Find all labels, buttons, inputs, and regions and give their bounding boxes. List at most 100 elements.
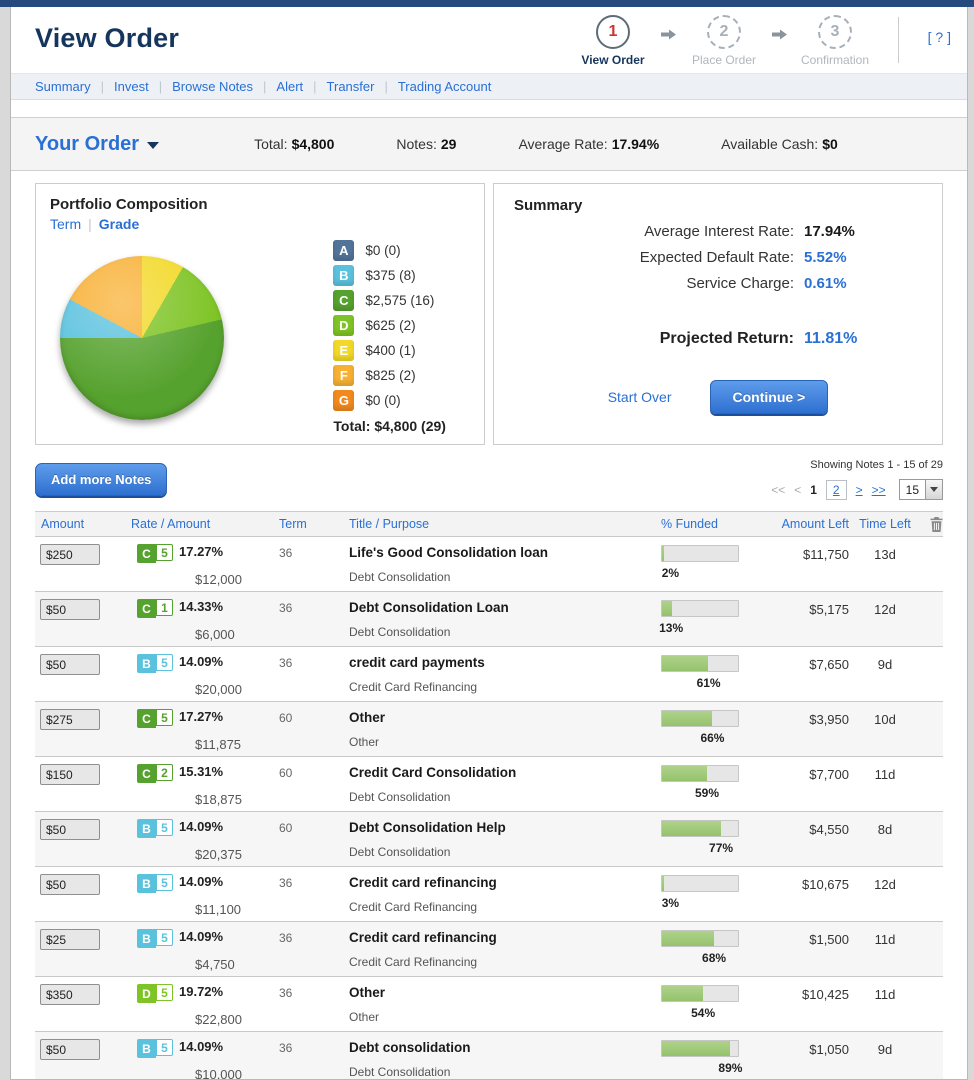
loan-title[interactable]: Debt Consolidation Loan bbox=[349, 600, 647, 615]
nav-separator: | bbox=[159, 79, 162, 94]
title-purpose-cell: OtherOther bbox=[325, 977, 647, 1031]
sort-rate-amount[interactable]: Rate / Amount bbox=[131, 517, 279, 531]
funded-progress-bar bbox=[661, 545, 739, 562]
interest-rate: 14.09% bbox=[179, 654, 223, 669]
loan-title[interactable]: Other bbox=[349, 710, 647, 725]
sort-funded[interactable]: % Funded bbox=[647, 517, 777, 531]
rate-amount-cell: B514.09%$20,375 bbox=[131, 812, 279, 866]
sort-term[interactable]: Term bbox=[279, 517, 325, 531]
loan-purpose: Debt Consolidation bbox=[349, 1065, 647, 1079]
order-amount-input[interactable] bbox=[40, 544, 100, 565]
legend-value: $0 (0) bbox=[365, 393, 400, 408]
tab-grade[interactable]: Grade bbox=[99, 216, 139, 232]
amount-cell bbox=[35, 647, 131, 701]
portfolio-composition-panel: Portfolio Composition Term|Grade A$0 (0)… bbox=[35, 183, 485, 445]
order-stat-label: Available Cash: bbox=[721, 136, 818, 152]
tab-term[interactable]: Term bbox=[50, 216, 81, 232]
funded-cell: 61% bbox=[647, 647, 777, 701]
page-next[interactable]: > bbox=[856, 483, 863, 497]
step-number: 2 bbox=[707, 15, 741, 49]
chevron-down-icon bbox=[930, 487, 938, 492]
page-prev[interactable]: < bbox=[794, 483, 801, 497]
interest-rate: 14.09% bbox=[179, 929, 223, 944]
page-size-select[interactable]: 15 bbox=[899, 479, 943, 500]
legend-value: $2,575 (16) bbox=[365, 293, 434, 308]
loan-title[interactable]: credit card payments bbox=[349, 655, 647, 670]
nav-item-summary[interactable]: Summary bbox=[35, 79, 91, 94]
legend-value: $825 (2) bbox=[365, 368, 415, 383]
loan-purpose: Credit Card Refinancing bbox=[349, 955, 647, 969]
grade-subgrade: 5 bbox=[156, 544, 173, 561]
summary-row-value: 5.52% bbox=[804, 249, 922, 266]
loan-title[interactable]: Other bbox=[349, 985, 647, 1000]
loan-purpose: Other bbox=[349, 735, 647, 749]
amount-cell bbox=[35, 977, 131, 1031]
loan-title[interactable]: Debt Consolidation Help bbox=[349, 820, 647, 835]
grade-letter: B bbox=[137, 1039, 156, 1058]
page-first[interactable]: << bbox=[771, 483, 785, 497]
rate-amount-cell: B514.09%$4,750 bbox=[131, 922, 279, 976]
funded-progress-bar bbox=[661, 820, 739, 837]
nav-item-browse-notes[interactable]: Browse Notes bbox=[172, 79, 253, 94]
loan-purpose: Debt Consolidation bbox=[349, 570, 647, 584]
summary-title: Summary bbox=[514, 197, 922, 214]
step-number: 3 bbox=[818, 15, 852, 49]
order-amount-input[interactable] bbox=[40, 764, 100, 785]
amount-left-cell: $3,950 bbox=[777, 702, 849, 756]
loan-amount: $20,375 bbox=[195, 847, 279, 862]
order-amount-input[interactable] bbox=[40, 819, 100, 840]
nav-item-alert[interactable]: Alert bbox=[276, 79, 303, 94]
amount-cell bbox=[35, 592, 131, 646]
term-cell: 36 bbox=[279, 922, 325, 976]
loan-title[interactable]: Credit card refinancing bbox=[349, 930, 647, 945]
delete-column[interactable] bbox=[921, 517, 943, 532]
order-amount-input[interactable] bbox=[40, 709, 100, 730]
loan-title[interactable]: Credit Card Consolidation bbox=[349, 765, 647, 780]
page-last[interactable]: >> bbox=[872, 483, 886, 497]
legend-value: $375 (8) bbox=[365, 268, 415, 283]
nav-item-invest[interactable]: Invest bbox=[114, 79, 149, 94]
row-actions-cell bbox=[921, 922, 943, 976]
start-over-link[interactable]: Start Over bbox=[608, 389, 672, 405]
legend-item-grade-e: E$400 (1) bbox=[333, 338, 446, 363]
help-link[interactable]: [ ? ] bbox=[928, 29, 951, 45]
title-purpose-cell: Debt Consolidation HelpDebt Consolidatio… bbox=[325, 812, 647, 866]
page-1[interactable]: 1 bbox=[810, 483, 817, 497]
order-amount-input[interactable] bbox=[40, 654, 100, 675]
grade-subgrade: 5 bbox=[156, 709, 173, 726]
select-arrow-button[interactable] bbox=[925, 480, 942, 499]
funded-progress-fill bbox=[662, 986, 703, 1001]
page-title: View Order bbox=[35, 23, 179, 54]
sort-amount-left[interactable]: Amount Left bbox=[777, 517, 849, 531]
loan-amount: $10,000 bbox=[195, 1067, 279, 1080]
loan-title[interactable]: Debt consolidation bbox=[349, 1040, 647, 1055]
sort-amount[interactable]: Amount bbox=[35, 517, 131, 531]
rate-amount-cell: B514.09%$20,000 bbox=[131, 647, 279, 701]
loan-title[interactable]: Life's Good Consolidation loan bbox=[349, 545, 647, 560]
projected-return-row: Projected Return: 11.81% bbox=[514, 330, 922, 348]
funded-progress-fill bbox=[662, 711, 712, 726]
sort-title-purpose[interactable]: Title / Purpose bbox=[325, 517, 647, 531]
your-order-dropdown[interactable]: Your Order bbox=[35, 133, 159, 156]
order-stat-value: $0 bbox=[822, 136, 838, 152]
order-amount-input[interactable] bbox=[40, 929, 100, 950]
legend-item-grade-f: F$825 (2) bbox=[333, 363, 446, 388]
legend-swatch: A bbox=[333, 240, 354, 261]
order-amount-input[interactable] bbox=[40, 1039, 100, 1060]
page-2[interactable]: 2 bbox=[826, 480, 847, 500]
funded-cell: 89% bbox=[647, 1032, 777, 1080]
rate-amount-cell: C517.27%$11,875 bbox=[131, 702, 279, 756]
interest-rate: 14.09% bbox=[179, 1039, 223, 1054]
loan-title[interactable]: Credit card refinancing bbox=[349, 875, 647, 890]
legend-swatch: D bbox=[333, 315, 354, 336]
add-more-notes-button[interactable]: Add more Notes bbox=[35, 463, 167, 496]
order-amount-input[interactable] bbox=[40, 874, 100, 895]
nav-item-transfer[interactable]: Transfer bbox=[327, 79, 375, 94]
nav-item-trading-account[interactable]: Trading Account bbox=[398, 79, 491, 94]
order-amount-input[interactable] bbox=[40, 984, 100, 1005]
order-stat-value: 29 bbox=[441, 136, 457, 152]
sort-time-left[interactable]: Time Left bbox=[849, 517, 921, 531]
continue-button[interactable]: Continue > bbox=[710, 380, 829, 414]
legend-item-grade-c: C$2,575 (16) bbox=[333, 288, 446, 313]
order-amount-input[interactable] bbox=[40, 599, 100, 620]
